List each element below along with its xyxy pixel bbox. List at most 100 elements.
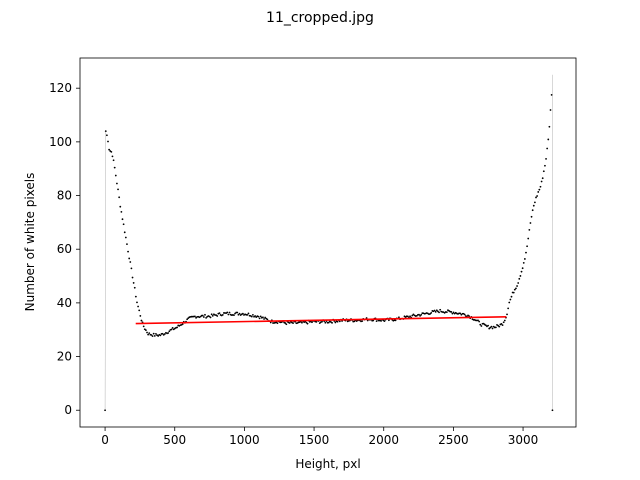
data-point — [520, 270, 523, 273]
y-tick-label: 120 — [49, 81, 72, 95]
data-point — [236, 311, 239, 314]
data-point — [104, 130, 107, 133]
data-point — [546, 147, 549, 150]
data-point — [528, 228, 531, 231]
data-point — [315, 320, 318, 323]
data-point — [501, 324, 504, 327]
data-point — [519, 275, 522, 277]
data-point — [104, 409, 106, 412]
data-point — [228, 311, 231, 314]
x-tick-label: 0 — [101, 433, 109, 447]
data-point — [535, 196, 537, 199]
data-point — [127, 250, 129, 253]
data-point — [157, 335, 160, 337]
data-point — [276, 322, 279, 325]
data-point — [123, 231, 126, 234]
data-point — [263, 318, 265, 320]
data-point — [480, 325, 483, 327]
data-point — [494, 326, 497, 329]
data-point — [116, 182, 118, 185]
data-point — [503, 319, 506, 322]
data-point — [121, 218, 124, 221]
data-point — [502, 321, 505, 324]
y-tick-label: 40 — [57, 296, 72, 310]
data-point — [538, 188, 541, 191]
data-point — [227, 313, 230, 316]
data-point — [506, 313, 508, 316]
data-point — [139, 315, 142, 317]
data-point — [209, 316, 212, 319]
data-point — [110, 151, 113, 153]
data-point — [516, 285, 518, 287]
data-point — [163, 333, 166, 335]
data-point — [537, 191, 540, 193]
data-point — [117, 188, 119, 191]
data-point — [311, 321, 313, 324]
data-point — [438, 311, 440, 314]
data-point — [252, 313, 254, 316]
data-point — [105, 134, 108, 137]
data-point — [525, 251, 527, 254]
x-axis-label: Height, pxl — [295, 457, 360, 471]
data-point — [418, 313, 420, 316]
data-point — [124, 236, 127, 239]
data-point — [509, 298, 512, 301]
data-point — [523, 258, 526, 260]
data-point — [264, 316, 267, 319]
chart-title: 11_cropped.jpg — [266, 10, 374, 26]
data-point — [120, 211, 123, 213]
data-point — [181, 323, 184, 326]
data-point — [284, 322, 287, 324]
data-point — [491, 327, 494, 330]
x-tick-label: 1000 — [229, 433, 260, 447]
data-point — [539, 185, 542, 188]
data-point — [439, 308, 442, 311]
data-point — [498, 325, 501, 328]
data-point — [176, 326, 179, 329]
data-point — [136, 301, 138, 304]
y-tick-label: 100 — [49, 135, 72, 149]
data-point — [548, 125, 551, 128]
data-point — [202, 316, 205, 318]
data-point — [380, 320, 382, 322]
data-point — [409, 315, 411, 318]
data-point — [420, 313, 423, 316]
data-point — [513, 288, 516, 291]
data-point — [257, 315, 260, 318]
data-point — [542, 170, 545, 173]
data-point — [142, 325, 145, 328]
data-point — [138, 309, 141, 312]
data-point — [288, 322, 291, 324]
data-point — [262, 316, 264, 319]
data-point — [226, 311, 229, 314]
data-point — [140, 319, 143, 322]
data-point — [500, 323, 503, 325]
data-point — [247, 312, 250, 315]
data-point — [167, 332, 170, 334]
data-point — [159, 334, 162, 337]
y-axis: 0 20 40 60 80 100 120 — [49, 81, 80, 417]
data-point — [490, 325, 493, 328]
data-point — [201, 314, 204, 317]
data-point — [383, 320, 386, 323]
data-point — [146, 331, 148, 334]
data-point — [365, 317, 368, 319]
data-point — [237, 313, 240, 316]
data-point — [128, 257, 131, 260]
data-point — [459, 312, 462, 315]
data-point — [463, 313, 466, 316]
data-point — [259, 315, 262, 318]
data-point — [151, 335, 154, 338]
data-point — [515, 287, 517, 290]
x-tick-label: 2000 — [368, 433, 399, 447]
data-point — [122, 223, 125, 226]
data-point — [126, 243, 128, 246]
data-point — [108, 148, 111, 151]
data-point — [152, 332, 155, 335]
data-point — [134, 295, 137, 298]
data-point — [468, 315, 471, 318]
data-point — [321, 320, 323, 323]
data-point — [545, 157, 547, 160]
data-point — [107, 140, 109, 143]
data-point — [478, 320, 481, 323]
